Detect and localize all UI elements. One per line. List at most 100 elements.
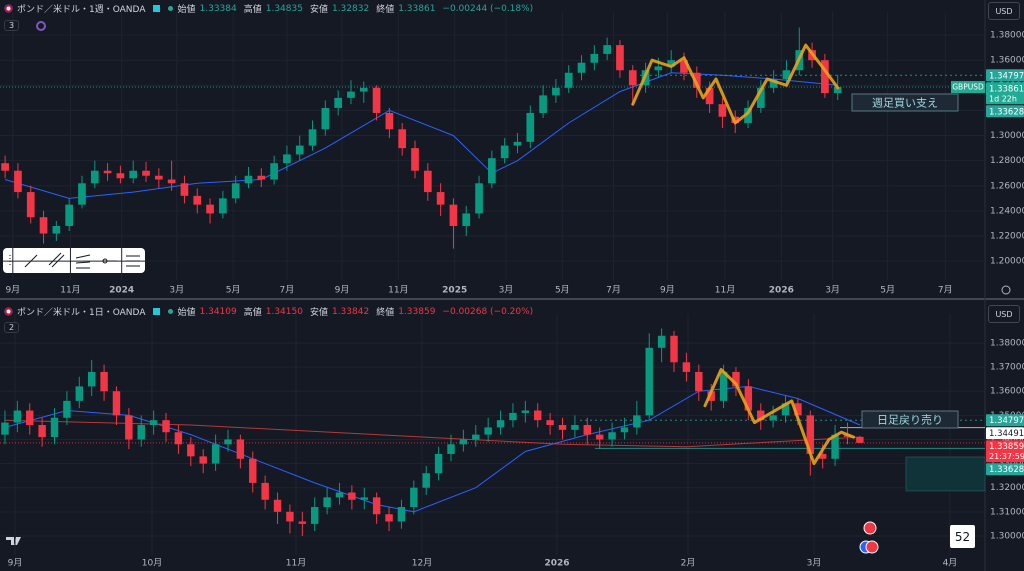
indicator-toggle[interactable]: 2 (4, 322, 20, 333)
x-tick-label: 9月 (335, 285, 350, 296)
candle-body (718, 104, 727, 117)
candle-body (206, 204, 214, 214)
event-flag[interactable] (863, 521, 877, 535)
candle-body (38, 424, 46, 438)
candle-body (534, 410, 542, 421)
y-tick-label: 1.36000 (990, 56, 1024, 66)
y-tick-label: 1.24000 (990, 206, 1024, 216)
candle-body (434, 453, 443, 474)
pane: 1.380001.370001.360001.350001.340001.330… (0, 314, 1024, 569)
drawing (631, 43, 840, 125)
candle-body (633, 415, 641, 428)
candle-body (422, 473, 430, 488)
currency-button[interactable]: USD (988, 305, 1020, 323)
candle-body (142, 170, 150, 176)
candle-body (244, 175, 253, 184)
candle-body (552, 87, 560, 96)
candle-body (112, 391, 121, 416)
candle-body (360, 497, 368, 500)
badge[interactable]: 52 (950, 525, 975, 548)
symbol-icon (4, 4, 13, 13)
candle-body (781, 403, 790, 416)
x-tick-label: 3月 (807, 558, 822, 569)
annotation: 週足買い支え (872, 97, 938, 110)
candle-body (719, 371, 728, 401)
legend-label: 安値 (309, 5, 328, 15)
candle-body (65, 204, 74, 226)
candle-body (558, 424, 567, 430)
moving-average (4, 419, 860, 448)
price-label: 1.33628 (989, 107, 1024, 117)
y-tick-label: 1.20000 (990, 257, 1024, 267)
x-tick-label: 5月 (880, 285, 895, 296)
candle-body (87, 371, 96, 387)
legend-header: ポンド／米ドル・1週・OANDA 始値 1.33384 高値 1.34835 安値 1.32… (4, 2, 533, 15)
candle-body (447, 444, 455, 454)
candle-body (167, 179, 176, 184)
x-tick-label: 2026 (545, 559, 570, 569)
x-tick-label: 7月 (938, 285, 953, 296)
drawing-toolbar[interactable] (3, 248, 145, 273)
candle-body (695, 371, 703, 392)
legend-value: 1.34835 (265, 3, 303, 14)
candle-body (295, 145, 304, 155)
x-tick-label: 2月 (681, 558, 696, 569)
candle-body (90, 170, 99, 184)
candle-body (321, 107, 330, 130)
candle-body (273, 499, 282, 512)
x-tick-label: 11月 (60, 285, 80, 296)
y-tick-label: 1.31000 (990, 507, 1024, 517)
price-label-countdown: 21:37:59 (989, 452, 1024, 461)
candle-body (154, 175, 163, 180)
event-flag[interactable] (865, 540, 879, 554)
candle-body (583, 424, 591, 435)
candle-body (359, 87, 368, 92)
price-label-bg (986, 105, 1024, 118)
candle-body (52, 225, 61, 234)
candle-body (539, 95, 547, 113)
candle-body (14, 170, 22, 193)
candle-body (334, 97, 342, 108)
candle-body (283, 154, 291, 164)
price-label: 1.33859 (989, 442, 1024, 452)
candle-body (682, 362, 691, 372)
x-tick-label: 11月 (286, 558, 306, 569)
indicator-toggle[interactable]: 3 (4, 20, 20, 31)
candle-body (806, 415, 815, 454)
candle-body (462, 213, 471, 226)
indicator-icon[interactable] (36, 21, 46, 31)
price-label-bg (986, 463, 1024, 476)
candle-body (103, 170, 112, 174)
candle-body (257, 175, 266, 180)
x-tick-label: 2024 (109, 286, 134, 296)
candle-body (707, 391, 715, 401)
chart-title: ポンド／米ドル・1週・OANDA (17, 5, 146, 15)
legend-change: −0.00244 (−0.18%) (442, 3, 534, 14)
candle-body (211, 444, 220, 464)
candle-body (137, 424, 145, 440)
legend-label: 始値 (177, 5, 196, 15)
y-tick-label: 1.30000 (990, 531, 1024, 541)
tradingview-logo[interactable] (6, 537, 21, 545)
y-tick-label: 1.22000 (990, 232, 1024, 242)
candle-body (782, 70, 791, 80)
candle-body (475, 183, 483, 214)
price-label-bg (986, 69, 1024, 82)
candle-body (398, 129, 407, 149)
candle-body (308, 129, 317, 146)
symbol-tag: GBPUSD (952, 83, 984, 92)
candle-body (236, 439, 245, 459)
candle-body (757, 87, 765, 108)
status-dot (168, 6, 174, 11)
legend-label: 終値 (376, 308, 395, 318)
candle-body (436, 192, 445, 205)
candle-body (500, 145, 509, 159)
legend-value: 1.33842 (331, 306, 370, 317)
candle-body (410, 487, 418, 508)
currency-button[interactable]: USD (988, 2, 1020, 20)
candle-body (488, 158, 496, 184)
candle-body (732, 371, 740, 387)
settings-icon[interactable] (1001, 285, 1011, 295)
legend-label: 終値 (376, 5, 395, 15)
candle-body (116, 173, 125, 179)
